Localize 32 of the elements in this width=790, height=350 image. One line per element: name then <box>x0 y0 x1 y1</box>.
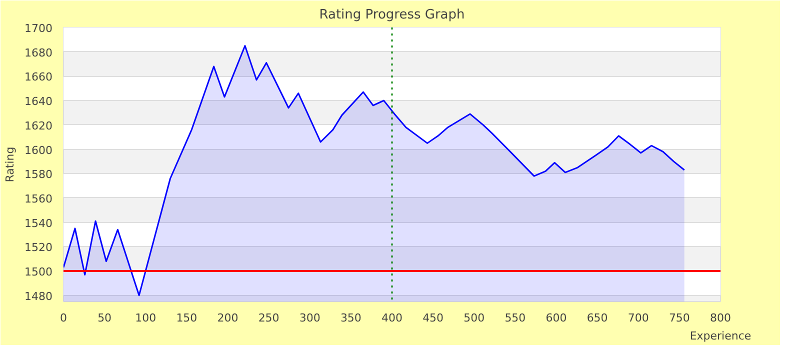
x-tick-label: 200 <box>217 312 238 324</box>
y-tick-label: 1580 <box>24 168 53 182</box>
chart-title: Rating Progress Graph <box>319 8 465 22</box>
y-tick-label: 1560 <box>24 192 53 206</box>
x-tick-label: 400 <box>382 312 402 324</box>
y-tick-label: 1660 <box>24 70 53 84</box>
x-tick-label: 350 <box>340 312 362 324</box>
x-tick-label: 700 <box>628 312 649 324</box>
x-tick-label: 150 <box>176 312 198 324</box>
y-axis-title: Rating <box>4 146 17 182</box>
y-tick-label: 1680 <box>24 46 53 60</box>
y-tick-label: 1700 <box>24 22 53 35</box>
x-tick-label: 650 <box>586 312 608 324</box>
x-tick-label: 750 <box>668 312 690 324</box>
x-tick-label: 100 <box>135 312 156 324</box>
x-tick-label: 250 <box>258 312 280 324</box>
x-tick-label: 800 <box>710 312 731 324</box>
x-tick-label: 500 <box>464 312 485 324</box>
x-tick-label: 600 <box>546 312 567 324</box>
x-axis-title: Experience <box>690 330 752 342</box>
x-tick-label: 50 <box>98 312 112 324</box>
y-tick-label: 1480 <box>24 290 53 303</box>
y-tick-label: 1620 <box>24 119 53 132</box>
x-tick-label: 550 <box>504 312 526 324</box>
x-tick-label: 300 <box>299 312 320 324</box>
y-tick-label: 1600 <box>24 144 53 157</box>
y-tick-label: 1640 <box>24 95 53 108</box>
x-tick-label: 0 <box>60 312 67 324</box>
y-tick-label: 1500 <box>24 266 53 279</box>
y-tick-label: 1520 <box>24 241 53 254</box>
y-tick-label: 1540 <box>24 216 53 230</box>
x-tick-label: 450 <box>422 312 444 324</box>
